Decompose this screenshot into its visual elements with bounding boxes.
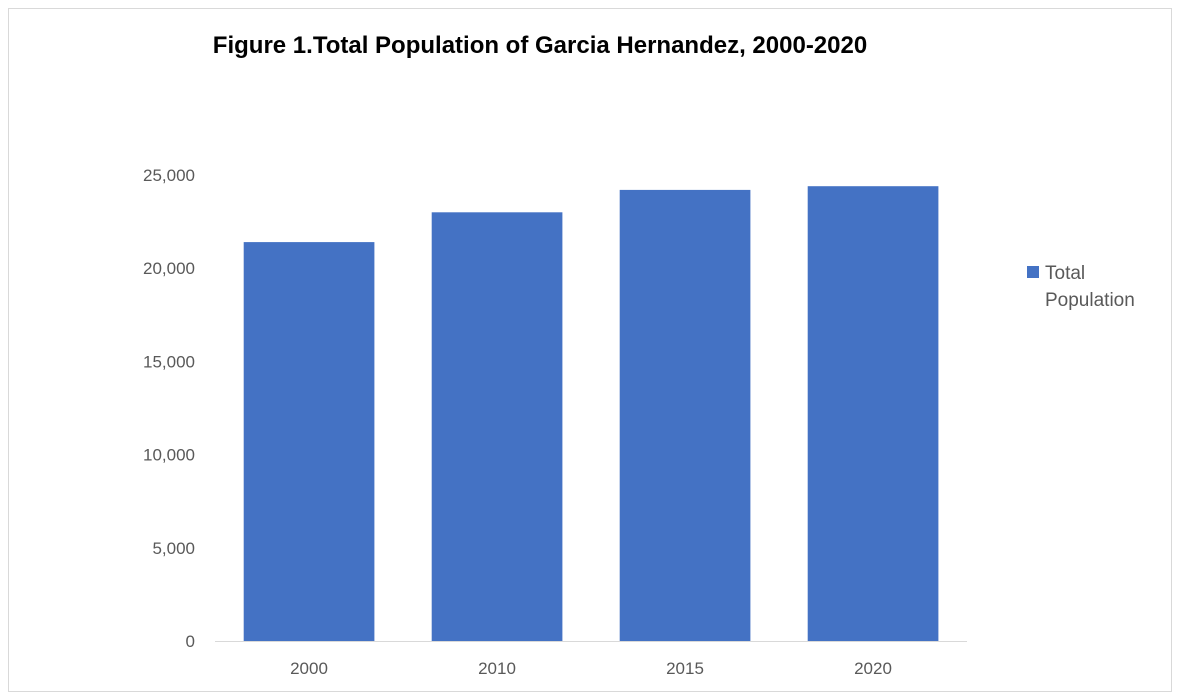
legend-label-line: Total [1045,263,1085,284]
y-tick-label: 15,000 [143,352,195,371]
x-axis-ticks: 2000 2010 2015 2020 [290,659,892,678]
chart-frame [8,8,1172,692]
x-tick-label: 2010 [478,659,516,678]
legend-label: Total Population [1045,263,1135,311]
y-tick-label: 5,000 [152,539,195,558]
bar-2020 [807,186,939,641]
x-tick-label: 2015 [666,659,704,678]
bars-layer [243,186,939,642]
legend-label-line: Population [1045,290,1135,311]
bar-2000 [243,242,375,641]
legend-swatch [1027,266,1039,278]
chart-title: Figure 1.Total Population of Garcia Hern… [212,32,868,59]
y-tick-label: 25,000 [143,166,195,185]
y-axis-ticks: 0 5,000 10,000 15,000 20,000 25,000 [143,166,195,651]
legend: Total Population [1027,263,1135,311]
y-tick-label: 20,000 [143,259,195,278]
y-tick-label: 10,000 [143,446,195,465]
y-tick-label: 0 [186,632,195,651]
x-tick-label: 2020 [854,659,892,678]
x-tick-label: 2000 [290,659,328,678]
bar-2015 [619,189,751,641]
bar-2010 [431,212,563,642]
